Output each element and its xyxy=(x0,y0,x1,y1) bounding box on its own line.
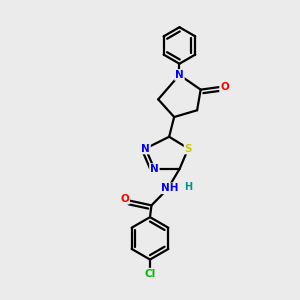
Text: S: S xyxy=(184,143,192,154)
Text: H: H xyxy=(184,182,192,192)
Text: N: N xyxy=(141,143,150,154)
Text: N: N xyxy=(150,164,159,174)
Text: O: O xyxy=(120,194,129,204)
Text: Cl: Cl xyxy=(144,269,156,279)
Text: N: N xyxy=(175,70,184,80)
Text: NH: NH xyxy=(161,183,179,193)
Text: O: O xyxy=(220,82,229,92)
